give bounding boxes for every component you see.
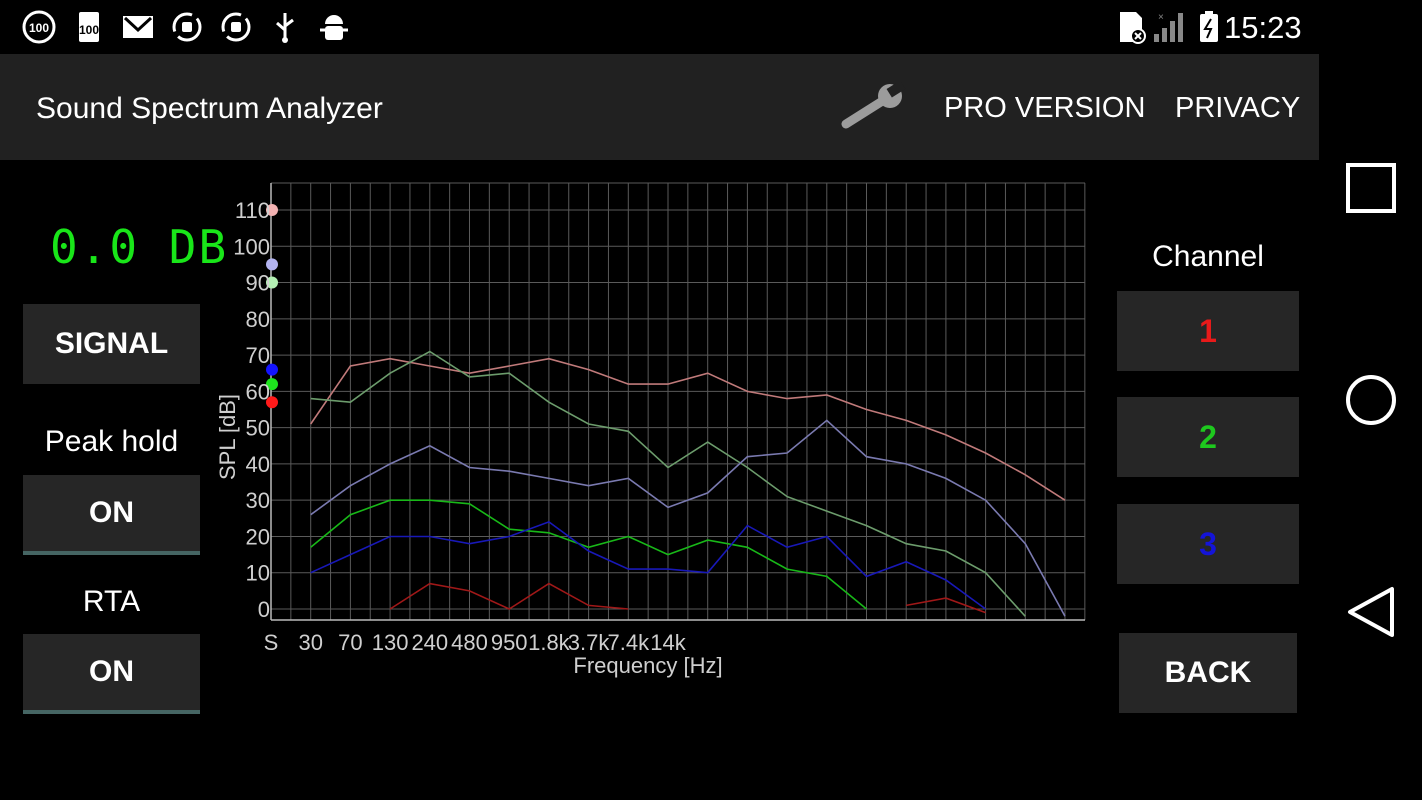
- x-tick-label: 14k: [650, 630, 686, 655]
- y-tick-label: 60: [246, 379, 270, 404]
- x-tick-label: 70: [338, 630, 362, 655]
- svg-text:100: 100: [29, 21, 49, 35]
- signal-no-sim-icon: ×: [1154, 12, 1183, 42]
- square-recents-icon[interactable]: [1340, 157, 1402, 219]
- level-marker: [266, 396, 278, 409]
- y-tick-label: 90: [246, 271, 270, 296]
- svg-text:100: 100: [79, 23, 99, 37]
- series-line-6: [906, 597, 986, 614]
- x-tick-label: 240: [411, 630, 448, 655]
- back-button[interactable]: BACK: [1119, 633, 1297, 713]
- chart-grid: [270, 182, 1086, 621]
- svg-text:×: ×: [1158, 12, 1164, 23]
- series-line-2: [310, 350, 1026, 617]
- x-tick-label: 30: [298, 630, 322, 655]
- y-tick-label: 70: [246, 343, 270, 368]
- y-tick-label: 50: [246, 416, 270, 441]
- channel-2-button[interactable]: 2: [1117, 397, 1299, 477]
- usb-icon: [276, 13, 294, 43]
- android-sync-icon: [172, 12, 202, 42]
- pro-version-button[interactable]: PRO VERSION: [944, 92, 1146, 124]
- sd-card-error-icon: [1120, 12, 1146, 44]
- app-title: Sound Spectrum Analyzer: [36, 92, 383, 125]
- level-markers: [266, 204, 278, 409]
- x-tick-label: S: [264, 630, 279, 655]
- axis-ticks: 0 10 20 30 40 50 60 70 80 90 100 110 S 30 70 130 240 480 9…: [233, 198, 686, 655]
- privacy-button[interactable]: PRIVACY: [1175, 92, 1301, 124]
- chart-series: [310, 350, 1066, 617]
- level-marker: [266, 258, 278, 271]
- series-line-1: [310, 357, 1066, 501]
- x-tick-label: 1.8k: [528, 630, 571, 655]
- peak-hold-toggle[interactable]: ON: [23, 475, 200, 555]
- battery-100-icon: 100: [79, 12, 99, 42]
- y-tick-label: 110: [235, 198, 270, 223]
- y-tick-label: 80: [246, 307, 270, 332]
- channel-3-button[interactable]: 3: [1117, 504, 1299, 584]
- series-line-6: [389, 582, 629, 610]
- level-marker: [266, 204, 278, 216]
- wrench-icon[interactable]: [838, 82, 908, 132]
- clock: 15:23: [1224, 10, 1302, 45]
- rta-label: RTA: [82, 585, 141, 618]
- channel-label: Channel: [1152, 240, 1264, 273]
- x-tick-label: 7.4k: [608, 630, 651, 655]
- android-debug-icon: [320, 15, 348, 40]
- channel-1-button[interactable]: 1: [1117, 291, 1299, 371]
- app-bar: Sound Spectrum Analyzer: [0, 54, 1319, 160]
- x-axis-label: Frequency [Hz]: [573, 653, 722, 678]
- y-tick-label: 100: [233, 234, 270, 259]
- gmail-icon: [123, 16, 153, 38]
- x-tick-label: 480: [451, 630, 488, 655]
- x-tick-label: 3.7k: [568, 630, 611, 655]
- navigation-bar: [1319, 54, 1422, 800]
- level-marker: [266, 378, 278, 391]
- rta-toggle[interactable]: ON: [23, 634, 200, 714]
- x-tick-label: 130: [372, 630, 409, 655]
- y-tick-label: 40: [246, 452, 270, 477]
- y-axis-label: SPL [dB]: [215, 394, 240, 480]
- signal-button[interactable]: SIGNAL: [23, 304, 200, 384]
- level-marker: [266, 276, 278, 289]
- battery-charging-icon: [1200, 11, 1218, 42]
- level-marker: [266, 363, 278, 376]
- series-line-4: [310, 499, 868, 610]
- x-tick-label: 950: [491, 630, 528, 655]
- y-tick-label: 20: [246, 524, 270, 549]
- battery-100-circle-icon: 100: [22, 10, 56, 44]
- android-sync-icon: [221, 12, 251, 42]
- peak-hold-label: Peak hold: [44, 425, 179, 458]
- y-tick-label: 0: [258, 597, 270, 622]
- status-bar: 100 100 × 15:23: [0, 0, 1422, 54]
- series-line-3: [310, 419, 1066, 617]
- db-readout: 0.0 DB: [50, 220, 229, 274]
- y-tick-label: 30: [246, 488, 270, 513]
- triangle-back-icon[interactable]: [1340, 581, 1402, 643]
- circle-home-icon[interactable]: [1340, 369, 1402, 431]
- series-line-5: [310, 521, 987, 610]
- y-tick-label: 10: [246, 561, 270, 586]
